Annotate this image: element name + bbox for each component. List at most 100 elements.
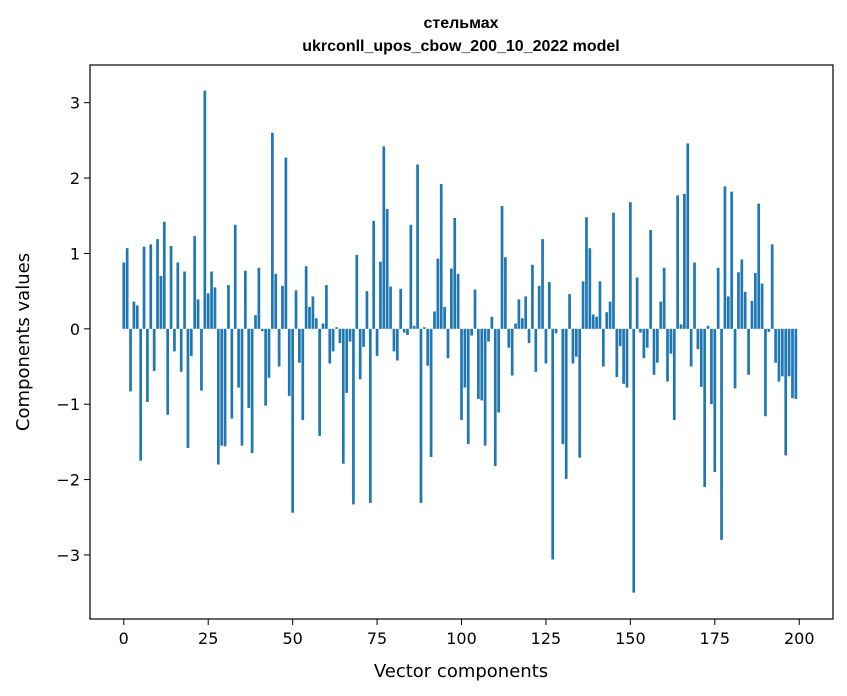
- bar-component-80: [392, 328, 396, 352]
- bar-component-79: [389, 286, 392, 329]
- bar-component-103: [470, 328, 473, 336]
- bar-component-74: [372, 221, 376, 329]
- bar-component-121: [531, 264, 534, 329]
- bar-component-192: [770, 244, 774, 329]
- bar-component-32: [230, 328, 234, 419]
- bar-component-27: [213, 287, 217, 329]
- bar-component-1: [125, 248, 129, 329]
- bar-component-194: [777, 328, 781, 382]
- bar-component-176: [716, 267, 720, 329]
- bar-component-25: [206, 293, 210, 329]
- bar-component-90: [426, 328, 430, 366]
- bar-component-19: [186, 328, 190, 448]
- bar-component-128: [554, 328, 558, 334]
- bar-component-105: [477, 328, 480, 399]
- bar-component-76: [379, 261, 382, 329]
- bar-component-64: [338, 328, 342, 344]
- bar-component-166: [683, 193, 686, 329]
- plot-frame: [89, 64, 834, 620]
- bar-component-14: [169, 245, 173, 329]
- bar-component-97: [450, 268, 453, 329]
- bar-component-191: [767, 328, 771, 332]
- bar-component-115: [510, 328, 514, 376]
- bar-component-174: [710, 328, 713, 405]
- bar-component-111: [497, 328, 500, 413]
- bar-component-185: [747, 328, 750, 375]
- bar-component-130: [561, 328, 565, 445]
- bar-component-199: [794, 328, 798, 399]
- bar-component-26: [210, 271, 213, 329]
- bar-component-132: [568, 294, 571, 329]
- bar-component-84: [406, 328, 409, 335]
- bar-component-116: [514, 323, 517, 329]
- bar-component-68: [352, 328, 355, 505]
- bar-component-35: [240, 328, 244, 446]
- bar-component-70: [358, 328, 362, 380]
- bar-component-160: [662, 267, 666, 329]
- bar-component-188: [757, 203, 761, 329]
- y-axis-ticks: −3 −2 −1 0 1 2 3: [56, 94, 90, 565]
- x-tick-label: 75: [367, 629, 387, 648]
- bar-component-126: [547, 282, 551, 329]
- bar-component-140: [595, 316, 598, 329]
- bar-component-21: [193, 236, 197, 329]
- x-tick-label: 150: [615, 629, 646, 648]
- bar-component-48: [284, 157, 288, 329]
- bar-component-61: [328, 328, 332, 364]
- bar-component-72: [365, 291, 369, 329]
- bar-component-159: [659, 301, 663, 329]
- bar-component-52: [298, 328, 301, 363]
- bar-component-75: [375, 328, 379, 356]
- bar-component-110: [493, 328, 497, 466]
- bar-component-148: [622, 328, 625, 384]
- bar-component-149: [625, 328, 629, 388]
- bar-component-120: [527, 328, 531, 344]
- bar-component-163: [672, 328, 676, 421]
- bar-component-183: [740, 259, 744, 329]
- bar-component-172: [703, 328, 707, 488]
- bar-component-197: [787, 328, 791, 377]
- bar-component-175: [713, 328, 717, 473]
- bar-component-184: [743, 291, 747, 329]
- bar-component-151: [632, 328, 636, 593]
- x-tick-label: 100: [446, 629, 477, 648]
- bar-component-158: [656, 328, 659, 363]
- bar-component-3: [132, 301, 136, 329]
- bar-component-118: [520, 318, 524, 329]
- bar-component-38: [250, 328, 254, 454]
- bar-component-162: [669, 328, 673, 354]
- y-tick-label: 1: [70, 244, 80, 263]
- bar-component-96: [446, 328, 450, 359]
- bar-component-143: [605, 312, 609, 329]
- bar-component-88: [419, 328, 423, 503]
- bar-component-153: [639, 328, 642, 333]
- bar-component-20: [189, 328, 193, 356]
- bar-component-161: [666, 328, 669, 382]
- bar-component-81: [395, 328, 399, 361]
- bar-component-62: [331, 328, 335, 352]
- bar-component-104: [473, 289, 477, 329]
- bar-component-51: [294, 290, 298, 329]
- bar-component-190: [764, 328, 767, 417]
- bar-component-30: [223, 328, 227, 447]
- bar-component-182: [737, 272, 740, 329]
- bar-component-109: [490, 316, 494, 329]
- y-tick-label: 2: [70, 169, 80, 188]
- x-tick-label: 175: [700, 629, 731, 648]
- bar-component-87: [416, 164, 419, 329]
- bars-group: [122, 90, 798, 593]
- bar-component-127: [551, 328, 555, 560]
- bar-component-141: [598, 281, 602, 329]
- bar-component-54: [304, 266, 308, 329]
- bar-component-17: [179, 328, 183, 372]
- bar-component-8: [149, 244, 153, 329]
- bar-component-102: [466, 328, 470, 445]
- bar-component-168: [689, 328, 693, 367]
- bar-component-123: [537, 285, 541, 329]
- bar-component-108: [487, 328, 490, 342]
- bar-component-33: [233, 224, 237, 329]
- y-tick-label: −3: [56, 546, 80, 565]
- bar-component-82: [399, 288, 403, 329]
- bar-component-133: [571, 328, 575, 364]
